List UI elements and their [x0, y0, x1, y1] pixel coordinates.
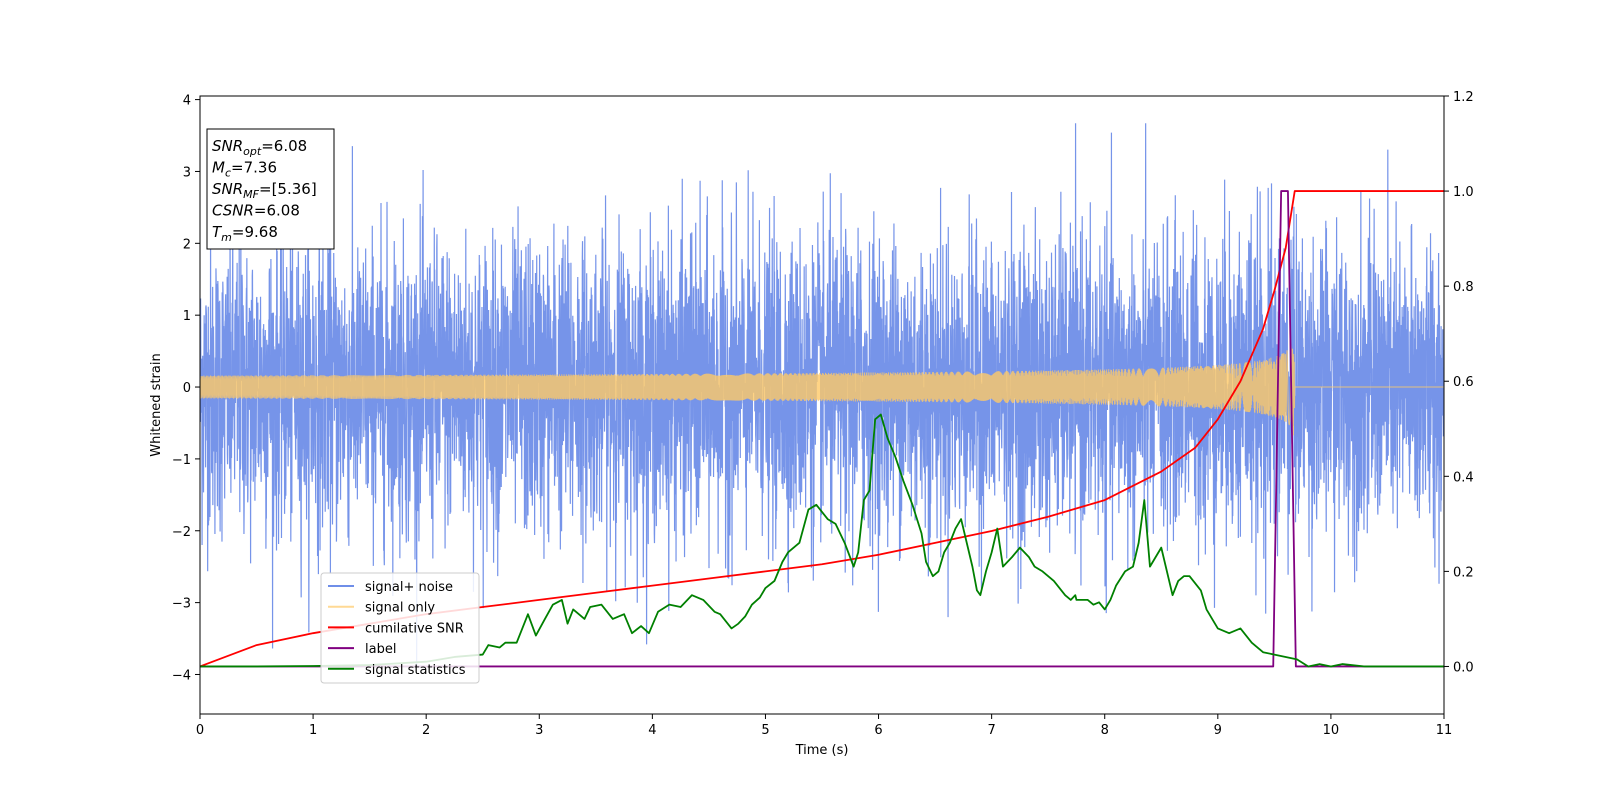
- y2-tick-label: 0.0: [1453, 660, 1474, 675]
- y-tick-label: 4: [183, 94, 191, 109]
- annotation-line: SNRMF=[5.36]: [212, 180, 317, 201]
- annotation-line: SNRopt=6.08: [212, 137, 307, 158]
- y-tick-label: 0: [183, 381, 191, 396]
- x-tick-label: 2: [422, 723, 430, 738]
- legend-label: signal+ noise: [365, 580, 453, 595]
- x-axis-title: Time (s): [795, 743, 849, 758]
- legend-label: signal statistics: [365, 663, 466, 678]
- y-tick-label: 2: [183, 237, 191, 252]
- series-signal-only-line: [200, 345, 1444, 436]
- y2-tick-label: 0.6: [1453, 375, 1474, 390]
- x-tick-label: 4: [648, 723, 656, 738]
- y-tick-label: −4: [172, 668, 191, 683]
- x-tick-label: 10: [1323, 723, 1340, 738]
- x-tick-label: 7: [987, 723, 995, 738]
- x-tick-label: 9: [1214, 723, 1222, 738]
- annotation-line: Mc=7.36: [212, 159, 277, 180]
- legend-label: signal only: [365, 601, 435, 616]
- legend-frame: [320, 572, 480, 684]
- y2-tick-label: 0.2: [1453, 565, 1474, 580]
- y2-tick-label: 1.0: [1453, 185, 1474, 200]
- x-tick-label: 5: [761, 723, 769, 738]
- y-tick-label: −3: [172, 597, 191, 612]
- y-tick-label: −2: [172, 525, 191, 540]
- legend-label: label: [365, 642, 396, 657]
- y2-tick-label: 0.4: [1453, 470, 1474, 485]
- x-tick-label: 0: [196, 723, 204, 738]
- series-signal-statistics-line: [200, 413, 1444, 668]
- x-tick-label: 6: [874, 723, 882, 738]
- series-label-line: [200, 190, 1444, 668]
- x-tick-label: 11: [1436, 723, 1453, 738]
- y-axis-title: Whitened strain: [149, 353, 164, 456]
- annotation-line: CSNR=6.08: [212, 202, 300, 220]
- x-tick-label: 1: [309, 723, 317, 738]
- x-tick-label: 3: [535, 723, 543, 738]
- legend-label: cumilative SNR: [365, 621, 464, 636]
- axes-layer: 0 1 2 3 4 5 6 7 8 9 10 11 −4 −3 −2 −1 0 1 2 3 4 0.0 0.2 0.4 0.6 0…: [172, 90, 1474, 738]
- x-tick-label: 8: [1101, 723, 1109, 738]
- y-tick-label: −1: [172, 453, 191, 468]
- y-tick-label: 1: [183, 309, 191, 324]
- annotation-line: Tm=9.68: [212, 223, 278, 244]
- annotation-frame: [206, 128, 335, 250]
- y2-tick-label: 1.2: [1453, 90, 1474, 105]
- plot-frame: [199, 95, 1445, 715]
- legend: signal+ noise signal only cumilative SNR la…: [320, 572, 480, 684]
- y2-tick-label: 0.8: [1453, 280, 1474, 295]
- y-tick-label: 3: [183, 165, 191, 180]
